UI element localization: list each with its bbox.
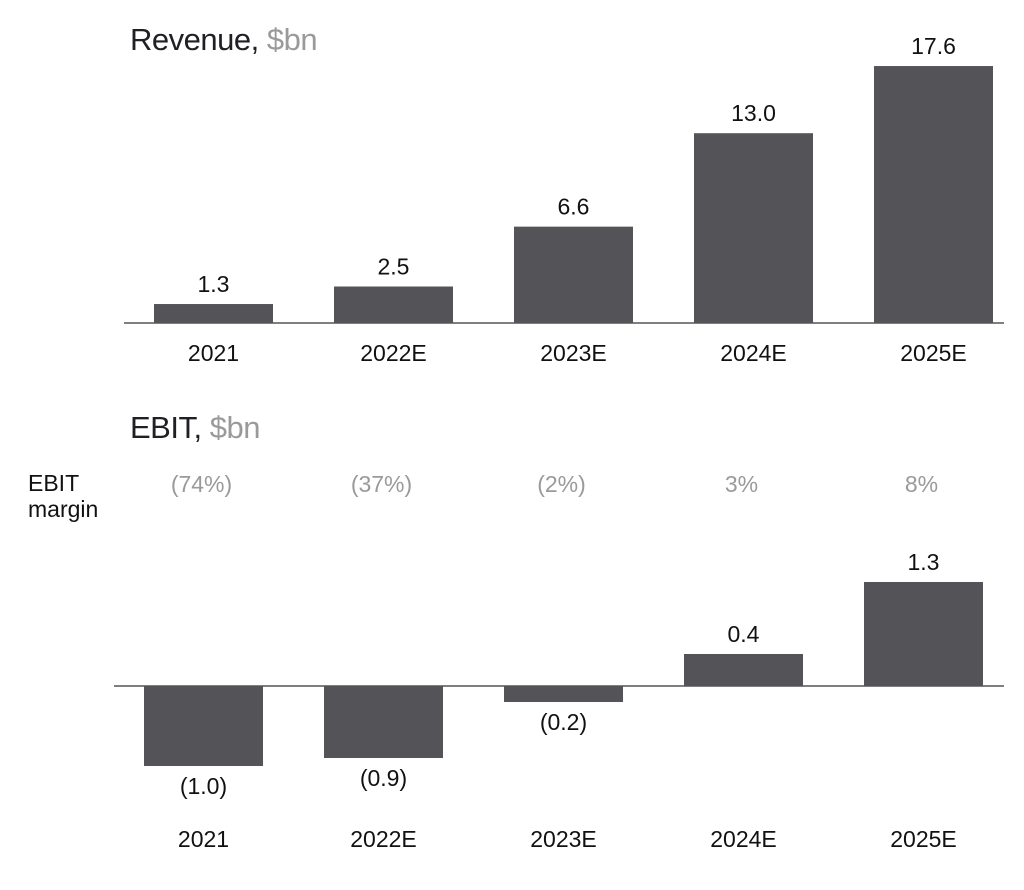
revenue-bar-2025E	[874, 66, 993, 323]
revenue-value-label-2024E: 13.0	[731, 100, 776, 126]
revenue-tick-2023E: 2023E	[540, 340, 607, 366]
ebit-tick-2022E: 2022E	[350, 826, 417, 852]
ebit-value-label-2022E: (0.9)	[360, 765, 407, 791]
revenue-tick-2022E: 2022E	[360, 340, 427, 366]
ebit-value-label-2024E: 0.4	[728, 621, 760, 647]
revenue-chart-title: Revenue, $bn	[130, 22, 318, 58]
revenue-tick-2024E: 2024E	[720, 340, 787, 366]
ebit-tick-2025E: 2025E	[890, 826, 957, 852]
revenue-tick-2025E: 2025E	[900, 340, 967, 366]
ebit-bar-2023E	[504, 686, 623, 702]
revenue-value-label-2025E: 17.6	[911, 33, 956, 59]
revenue-tick-2021: 2021	[188, 340, 239, 366]
revenue-value-label-2021: 1.3	[198, 271, 230, 297]
revenue-bar-2023E	[514, 226, 633, 323]
ebit-tick-2024E: 2024E	[710, 826, 777, 852]
ebit-bar-2025E	[864, 582, 983, 686]
ebit-bar-2022E	[324, 686, 443, 758]
ebit-value-label-2023E: (0.2)	[540, 709, 587, 735]
revenue-bar-2021	[154, 304, 273, 323]
revenue-value-label-2022E: 2.5	[378, 254, 410, 280]
ebit-bar-2021	[144, 686, 263, 766]
ebit-value-label-2025E: 1.3	[908, 549, 940, 575]
ebit-margin-2024E: 3%	[725, 471, 758, 497]
ebit-tick-2021: 2021	[178, 826, 229, 852]
ebit-bar-2024E	[684, 654, 803, 686]
ebit-value-label-2021: (1.0)	[180, 773, 227, 799]
ebit-margin-label: EBIT margin	[28, 470, 99, 522]
ebit-margin-2025E: 8%	[905, 471, 938, 497]
ebit-title-text: EBIT,	[130, 410, 202, 445]
ebit-margin-2021: (74%)	[171, 471, 232, 497]
revenue-value-label-2023E: 6.6	[558, 194, 590, 220]
revenue-bar-2022E	[334, 286, 453, 323]
ebit-tick-2023E: 2023E	[530, 826, 597, 852]
revenue-bar-2024E	[694, 133, 813, 323]
ebit-margin-2023E: (2%)	[537, 471, 586, 497]
ebit-chart-title: EBIT, $bn	[130, 410, 260, 446]
revenue-title-unit: $bn	[266, 22, 318, 57]
revenue-title-text: Revenue,	[130, 22, 259, 57]
ebit-margin-2022E: (37%)	[351, 471, 412, 497]
ebit-title-unit: $bn	[209, 410, 261, 445]
